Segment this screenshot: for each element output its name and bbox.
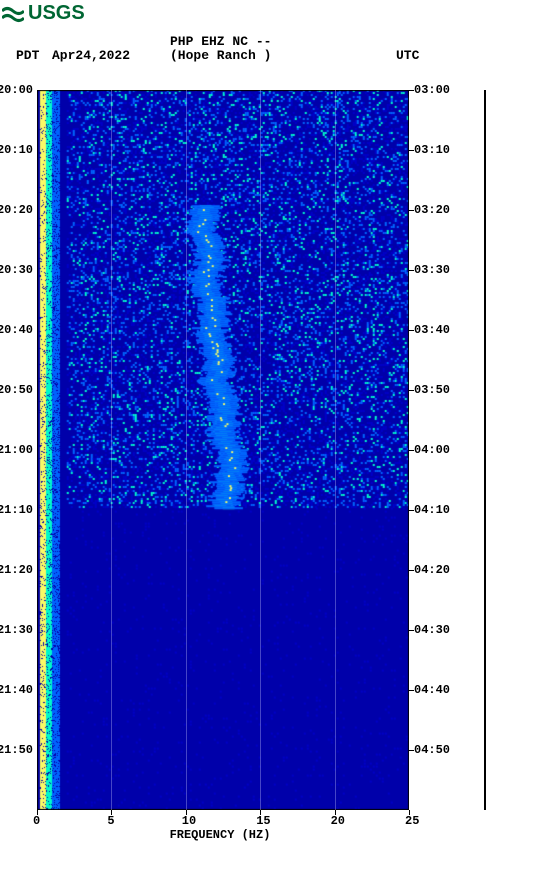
ytick-mark: [409, 270, 414, 271]
ytick-right-label: 03:30: [414, 263, 450, 277]
spectrogram-canvas: [37, 90, 409, 810]
ytick-right-label: 04:50: [414, 743, 450, 757]
ytick-mark: [409, 210, 414, 211]
ytick-left-label: 20:50: [0, 383, 33, 397]
gridline: [186, 90, 187, 810]
ytick-mark: [409, 330, 414, 331]
ytick-left-label: 21:40: [0, 683, 33, 697]
ytick-right-label: 03:10: [414, 143, 450, 157]
gridline: [260, 90, 261, 810]
ytick-right-label: 03:00: [414, 83, 450, 97]
chart-header: PHP EHZ NC -- (Hope Ranch ) PDT Apr24,20…: [0, 34, 552, 74]
usgs-logo: USGS: [2, 2, 85, 25]
ytick-left-label: 20:30: [0, 263, 33, 277]
ytick-right-label: 04:10: [414, 503, 450, 517]
ytick-right-label: 03:50: [414, 383, 450, 397]
date-label: Apr24,2022: [52, 48, 130, 63]
usgs-logo-text: USGS: [28, 2, 85, 25]
ytick-right-label: 04:00: [414, 443, 450, 457]
ytick-right-label: 03:20: [414, 203, 450, 217]
x-axis-label: FREQUENCY (HZ): [0, 828, 440, 842]
ytick-mark: [409, 150, 414, 151]
ytick-left-label: 20:40: [0, 323, 33, 337]
gridline: [335, 90, 336, 810]
gridline: [111, 90, 112, 810]
ytick-left-label: 21:20: [0, 563, 33, 577]
ytick-right-label: 04:20: [414, 563, 450, 577]
ytick-mark: [409, 450, 414, 451]
xtick-label: 5: [107, 814, 114, 828]
ytick-left-label: 20:00: [0, 83, 33, 97]
spectrogram-plot: [37, 90, 409, 810]
ytick-right-label: 03:40: [414, 323, 450, 337]
ytick-mark: [409, 630, 414, 631]
ytick-mark: [409, 570, 414, 571]
xtick-label: 20: [331, 814, 345, 828]
station-name: (Hope Ranch ): [170, 48, 271, 63]
xtick-label: 15: [256, 814, 270, 828]
ytick-mark: [409, 390, 414, 391]
channel-title: PHP EHZ NC --: [170, 34, 271, 49]
xtick-label: 10: [182, 814, 196, 828]
ytick-mark: [409, 510, 414, 511]
tz-left-label: PDT: [16, 48, 39, 63]
usgs-wave-icon: [2, 5, 24, 23]
ytick-mark: [409, 690, 414, 691]
ytick-mark: [409, 90, 414, 91]
xtick-label: 0: [33, 814, 40, 828]
colorbar: [484, 90, 486, 810]
ytick-left-label: 21:50: [0, 743, 33, 757]
ytick-left-label: 20:20: [0, 203, 33, 217]
ytick-left-label: 21:00: [0, 443, 33, 457]
xtick-label: 25: [405, 814, 419, 828]
ytick-right-label: 04:40: [414, 683, 450, 697]
ytick-right-label: 04:30: [414, 623, 450, 637]
ytick-left-label: 21:10: [0, 503, 33, 517]
ytick-left-label: 20:10: [0, 143, 33, 157]
ytick-mark: [409, 750, 414, 751]
ytick-left-label: 21:30: [0, 623, 33, 637]
tz-right-label: UTC: [396, 48, 419, 63]
